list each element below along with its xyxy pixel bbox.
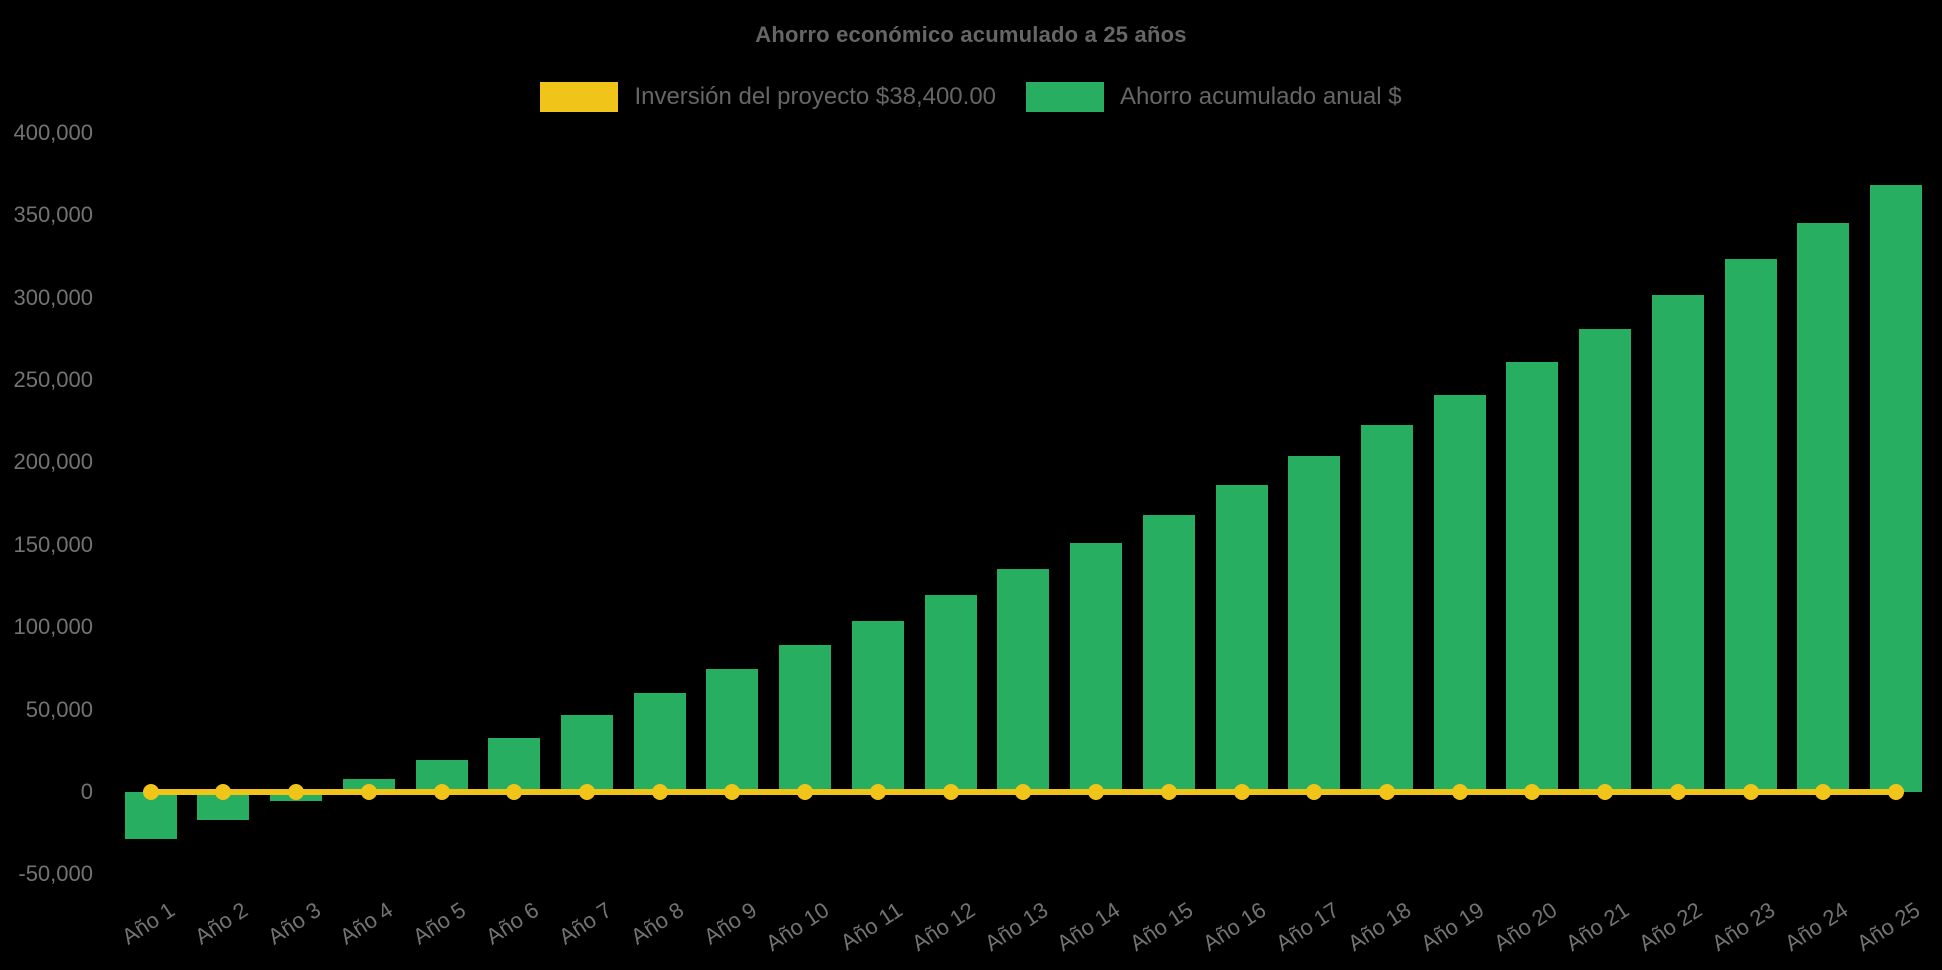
investment-point-año-24 bbox=[1815, 784, 1832, 800]
bar-año-14 bbox=[1070, 542, 1123, 792]
investment-point-año-12 bbox=[942, 784, 959, 800]
bar-año-8 bbox=[633, 693, 686, 792]
investment-point-año-6 bbox=[506, 784, 523, 800]
bar-año-6 bbox=[488, 737, 541, 792]
investment-point-año-13 bbox=[1015, 784, 1032, 800]
investment-point-año-10 bbox=[797, 784, 814, 800]
x-axis-label-año-14: Año 14 bbox=[1052, 897, 1125, 956]
y-axis-tick-label: 250,000 bbox=[13, 367, 93, 392]
x-axis-label-año-17: Año 17 bbox=[1270, 897, 1343, 956]
x-axis-label-año-2: Año 2 bbox=[190, 897, 253, 950]
investment-point-año-1 bbox=[142, 784, 159, 800]
x-axis-label-año-21: Año 21 bbox=[1561, 897, 1634, 956]
investment-point-año-20 bbox=[1524, 784, 1541, 800]
bar-año-18 bbox=[1360, 425, 1413, 792]
x-axis-label-año-23: Año 23 bbox=[1707, 897, 1780, 956]
investment-point-año-23 bbox=[1742, 784, 1759, 800]
investment-point-año-19 bbox=[1451, 784, 1468, 800]
x-axis-label-año-1: Año 1 bbox=[117, 897, 180, 950]
bar-año-11 bbox=[851, 621, 904, 792]
investment-point-año-5 bbox=[433, 784, 450, 800]
x-axis-label-año-5: Año 5 bbox=[408, 897, 471, 950]
investment-point-año-4 bbox=[360, 784, 377, 800]
x-axis-label-año-10: Año 10 bbox=[761, 897, 834, 956]
investment-point-año-15 bbox=[1160, 784, 1177, 800]
investment-point-año-9 bbox=[724, 784, 741, 800]
y-axis-tick-label: -50,000 bbox=[18, 861, 93, 887]
legend-item-ahorro[interactable]: Ahorro acumulado anual $ bbox=[1026, 82, 1402, 112]
bar-año-21 bbox=[1579, 328, 1632, 792]
investment-point-año-3 bbox=[288, 784, 305, 800]
legend-swatch-inversion bbox=[540, 82, 619, 112]
investment-point-año-17 bbox=[1306, 784, 1323, 800]
investment-point-año-2 bbox=[215, 784, 232, 800]
x-axis-label-año-12: Año 12 bbox=[907, 897, 980, 956]
y-axis-tick-label: 150,000 bbox=[13, 531, 93, 557]
legend: Inversión del proyecto $38,400.00 Ahorro… bbox=[0, 82, 1942, 112]
bar-año-12 bbox=[924, 594, 977, 792]
y-axis-tick-label: 50,000 bbox=[25, 696, 93, 722]
x-axis-label-año-20: Año 20 bbox=[1488, 897, 1562, 956]
bar-año-19 bbox=[1433, 394, 1486, 792]
bar-año-23 bbox=[1724, 258, 1777, 792]
x-axis-label-año-4: Año 4 bbox=[335, 897, 398, 950]
bar-año-25 bbox=[1869, 185, 1922, 792]
bar-año-24 bbox=[1797, 222, 1850, 792]
investment-point-año-11 bbox=[869, 784, 886, 800]
y-axis-tick-label: 350,000 bbox=[13, 202, 93, 228]
bar-año-13 bbox=[997, 569, 1050, 792]
x-axis-label-año-16: Año 16 bbox=[1198, 897, 1271, 956]
chart-title: Ahorro económico acumulado a 25 años bbox=[755, 22, 1187, 47]
y-axis-tick-label: 200,000 bbox=[13, 449, 93, 475]
x-axis-label-año-24: Año 24 bbox=[1779, 897, 1852, 956]
legend-label-ahorro: Ahorro acumulado anual $ bbox=[1120, 83, 1402, 110]
x-axis-label-año-6: Año 6 bbox=[481, 897, 543, 950]
bar-año-16 bbox=[1215, 484, 1268, 792]
bar-año-7 bbox=[561, 715, 614, 792]
legend-swatch-ahorro bbox=[1026, 82, 1105, 112]
y-axis-tick-label: 400,000 bbox=[13, 119, 93, 145]
x-axis-label-año-22: Año 22 bbox=[1634, 897, 1707, 956]
x-axis-label-año-15: Año 15 bbox=[1125, 897, 1198, 956]
bar-año-15 bbox=[1142, 514, 1195, 792]
bar-año-22 bbox=[1651, 294, 1704, 792]
investment-point-año-16 bbox=[1233, 784, 1250, 800]
x-axis-label-año-19: Año 19 bbox=[1416, 897, 1489, 956]
x-axis-label-año-18: Año 18 bbox=[1343, 897, 1416, 956]
x-axis-label-año-3: Año 3 bbox=[262, 897, 325, 950]
x-axis-label-año-8: Año 8 bbox=[626, 897, 689, 950]
legend-label-inversion: Inversión del proyecto $38,400.00 bbox=[634, 83, 997, 110]
y-axis-tick-label: 0 bbox=[80, 779, 93, 804]
investment-point-año-14 bbox=[1088, 784, 1105, 800]
x-axis-label-año-25: Año 25 bbox=[1852, 897, 1925, 956]
investment-point-año-21 bbox=[1597, 784, 1614, 800]
y-axis-tick-label: 300,000 bbox=[13, 284, 93, 310]
investment-point-año-18 bbox=[1378, 784, 1395, 800]
legend-item-inversion[interactable]: Inversión del proyecto $38,400.00 bbox=[540, 82, 996, 112]
x-axis-label-año-13: Año 13 bbox=[979, 897, 1052, 956]
bar-año-9 bbox=[706, 668, 759, 792]
bar-año-10 bbox=[779, 645, 832, 792]
investment-point-año-22 bbox=[1669, 784, 1686, 800]
x-axis-label-año-9: Año 9 bbox=[699, 897, 762, 950]
y-axis-tick-label: 100,000 bbox=[13, 614, 93, 640]
investment-point-año-8 bbox=[651, 784, 668, 800]
bar-año-17 bbox=[1288, 455, 1341, 792]
bar-año-20 bbox=[1506, 361, 1559, 792]
x-axis-label-año-7: Año 7 bbox=[553, 897, 616, 950]
x-axis-label-año-11: Año 11 bbox=[835, 897, 907, 956]
investment-point-año-7 bbox=[579, 784, 596, 800]
investment-point-año-25 bbox=[1887, 784, 1904, 800]
